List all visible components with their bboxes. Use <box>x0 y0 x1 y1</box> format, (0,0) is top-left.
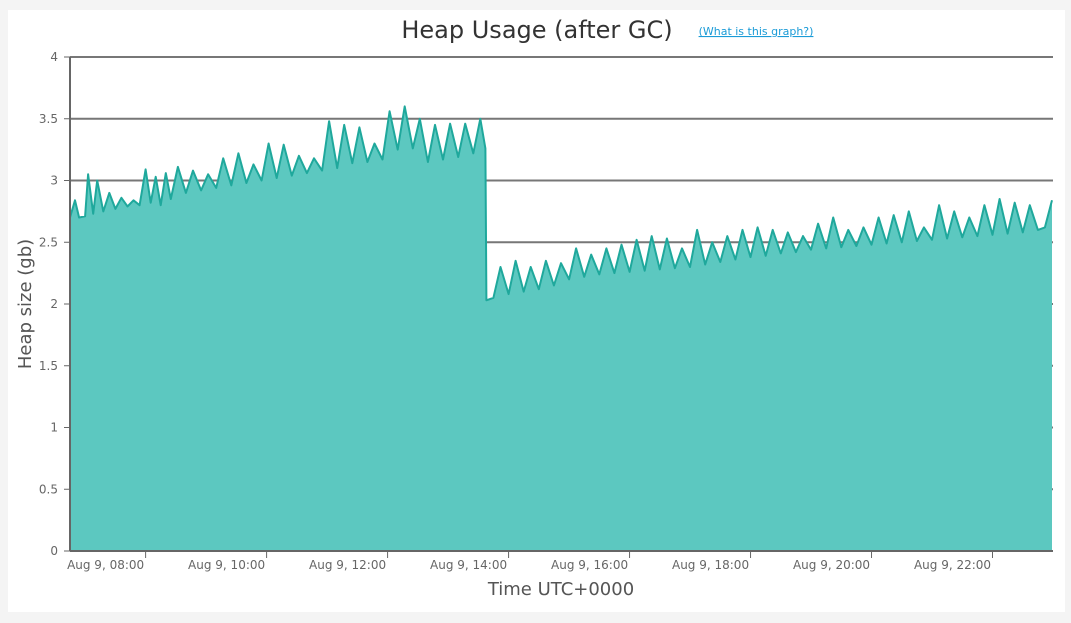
y-tick-label: 3 <box>50 174 58 188</box>
x-tick-label: Aug 9, 12:00 <box>309 558 386 572</box>
y-tick-label: 0.5 <box>39 482 58 496</box>
x-tick-label: Aug 9, 22:00 <box>914 558 991 572</box>
y-tick-label: 2 <box>50 297 58 311</box>
y-tick-label: 0 <box>50 544 58 558</box>
heap-area-fill <box>70 106 1052 552</box>
y-tick-label: 4 <box>50 50 58 64</box>
x-tick-label: Aug 9, 10:00 <box>188 558 265 572</box>
x-tick-label: Aug 9, 20:00 <box>793 558 870 572</box>
y-axis-label: Heap size (gb) <box>15 239 36 369</box>
x-tick-label: Aug 9, 14:00 <box>430 558 507 572</box>
x-tick-label: Aug 9, 16:00 <box>551 558 628 572</box>
y-tick-label: 3.5 <box>39 112 58 126</box>
y-tick-label: 1.5 <box>39 359 58 373</box>
x-tick-label: Aug 9, 08:00 <box>67 558 144 572</box>
y-tick-label: 1 <box>50 421 58 435</box>
x-tick-group: Aug 9, 08:00 Aug 9, 10:00 Aug 9, 12:00 Aug … <box>67 551 994 572</box>
y-tick-group: 0 0.5 1 1.5 2 2.5 3 3.5 4 <box>39 50 70 558</box>
y-tick-label: 2.5 <box>39 235 58 249</box>
help-link[interactable]: (What is this graph?) <box>699 25 814 38</box>
chart-title: Heap Usage (after GC) <box>401 16 672 44</box>
heap-line <box>69 105 1053 302</box>
x-tick-label: Aug 9, 18:00 <box>672 558 749 572</box>
x-axis-label: Time UTC+0000 <box>487 579 634 600</box>
